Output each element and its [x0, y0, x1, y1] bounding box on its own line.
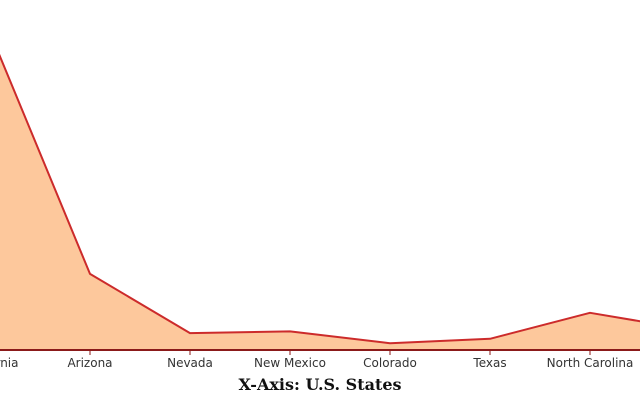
series-line	[0, 53, 640, 345]
x-tick-label: Arizona	[67, 356, 112, 370]
area-fill	[0, 56, 640, 350]
x-axis-ticks: California Arizona Nevada New Mexico Colorad…	[0, 350, 634, 370]
x-tick-label: California	[0, 356, 18, 370]
x-axis-title: X-Axis: U.S. States	[238, 375, 401, 394]
x-tick-label: Texas	[472, 356, 506, 370]
x-tick-label: Colorado	[363, 356, 417, 370]
x-tick-label: North Carolina	[547, 356, 634, 370]
x-tick-label: New Mexico	[254, 356, 326, 370]
x-tick-label: Nevada	[167, 356, 213, 370]
